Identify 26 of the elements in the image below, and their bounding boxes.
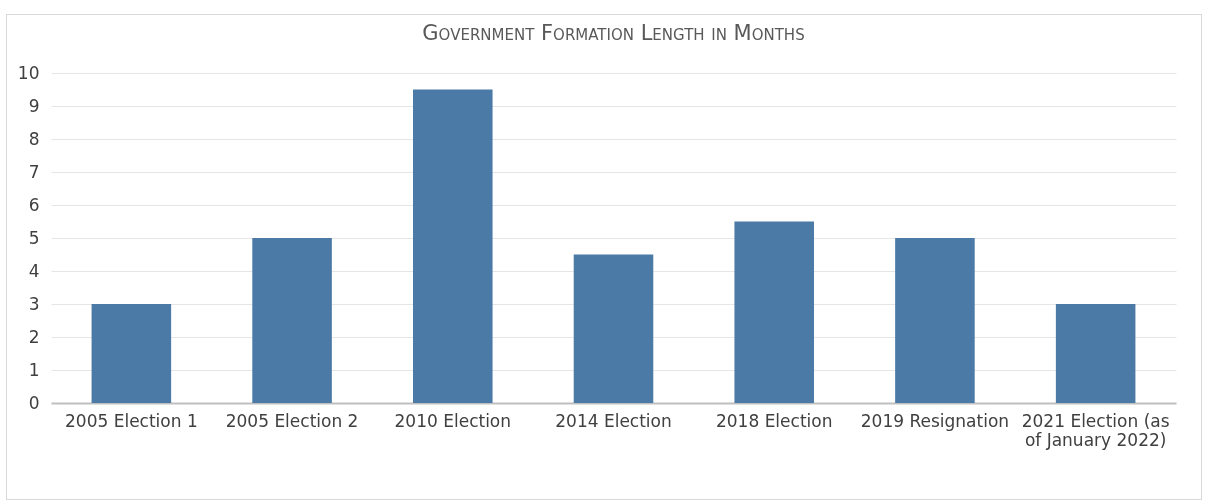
- y-tick-label: 1: [28, 359, 40, 380]
- bar: [413, 89, 493, 403]
- bar: [91, 304, 172, 403]
- y-tick-label: 6: [28, 194, 40, 215]
- bar: [734, 221, 814, 403]
- y-tick-label: 10: [17, 62, 40, 83]
- y-tick-label: 8: [28, 128, 40, 149]
- y-tick-label: 5: [28, 227, 40, 248]
- chart-title: Government Formation Length in Months: [422, 21, 805, 45]
- y-tick-label: 9: [28, 95, 40, 116]
- y-tick-label: 3: [28, 293, 40, 314]
- x-tick-label: 2019 Resignation: [860, 410, 1010, 431]
- y-tick-label: 2: [28, 326, 40, 347]
- bar: [252, 238, 332, 403]
- x-tick-label: 2010 Election: [394, 410, 512, 431]
- x-tick-label: 2018 Election: [715, 410, 833, 431]
- x-tick-label: 2005 Election 2: [225, 410, 359, 431]
- x-tick-label: 2021 Election (as of January 2022): [1021, 410, 1170, 450]
- bar: [895, 238, 975, 403]
- bar: [573, 254, 654, 403]
- y-tick-label: 7: [28, 161, 40, 182]
- y-tick-label: 0: [28, 392, 40, 413]
- x-tick-label: 2005 Election 1: [64, 410, 198, 431]
- y-tick-label: 4: [28, 260, 40, 281]
- x-tick-label: 2014 Election: [555, 410, 672, 431]
- bar: [1055, 304, 1136, 403]
